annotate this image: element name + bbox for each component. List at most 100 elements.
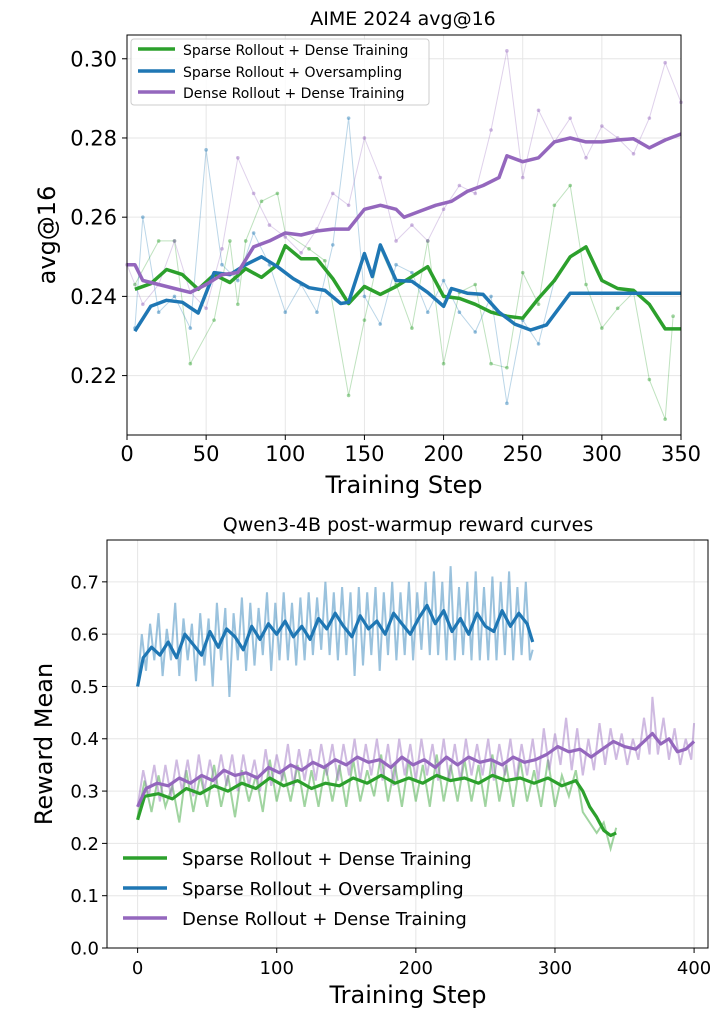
legend-entry-0: Sparse Rollout + Dense Training bbox=[182, 849, 472, 870]
x-axis-label: Training Step bbox=[329, 981, 487, 1009]
series-raw-point bbox=[275, 191, 280, 196]
series-raw-point bbox=[441, 278, 446, 283]
series-raw-point bbox=[584, 282, 588, 287]
series-raw-point bbox=[346, 393, 351, 398]
series-raw-point bbox=[473, 282, 478, 287]
y-tick-label: 0.28 bbox=[70, 127, 117, 151]
y-axis-label: Reward Mean bbox=[30, 663, 58, 825]
aime-avg16-chart: AIME 2024 avg@16 0 50 100 150 200 250 300 350 0… bbox=[33, 8, 701, 499]
series-raw-point bbox=[457, 183, 462, 188]
series-raw-point bbox=[671, 314, 675, 318]
x-axis-ticks: 0 100 200 300 400 bbox=[132, 948, 711, 979]
x-tick-label: 100 bbox=[260, 958, 294, 979]
series-raw-point bbox=[220, 247, 224, 251]
series-raw-point bbox=[425, 310, 430, 315]
y-tick-label: 0.24 bbox=[70, 285, 117, 309]
y-tick-label: 0.4 bbox=[70, 729, 99, 750]
x-tick-label: 300 bbox=[538, 958, 572, 979]
grid bbox=[107, 540, 708, 949]
smoothed-lines bbox=[136, 603, 696, 838]
series-raw-point bbox=[505, 49, 509, 53]
x-tick-label: 0 bbox=[120, 442, 133, 466]
series-raw-point bbox=[536, 108, 541, 113]
series-raw-point bbox=[425, 239, 430, 243]
x-tick-label: 50 bbox=[193, 442, 220, 466]
x-tick-label: 150 bbox=[344, 442, 384, 466]
series-raw-point bbox=[156, 310, 161, 315]
series-raw-point bbox=[330, 243, 335, 247]
series-raw-point bbox=[378, 175, 383, 180]
series-raw-point bbox=[473, 330, 478, 334]
x-tick-label: 350 bbox=[661, 442, 701, 466]
series-smoothed-line-0 bbox=[136, 773, 617, 838]
series-raw-line-2 bbox=[136, 696, 696, 807]
y-tick-label: 0.26 bbox=[70, 206, 117, 230]
raw-lines bbox=[125, 49, 683, 421]
series-raw-point bbox=[394, 262, 398, 267]
series-smoothed-line-2 bbox=[136, 731, 696, 808]
plot-frame bbox=[126, 34, 682, 436]
series-raw-point bbox=[615, 306, 620, 311]
series-raw-point bbox=[259, 199, 264, 204]
x-tick-label: 400 bbox=[677, 958, 711, 979]
series-raw-point bbox=[552, 203, 557, 208]
legend-entry-0: Sparse Rollout + Dense Training bbox=[183, 43, 408, 59]
series-raw-point bbox=[346, 203, 351, 208]
series-raw-point bbox=[172, 294, 177, 299]
series-raw-point bbox=[236, 278, 240, 283]
series-raw-point bbox=[228, 239, 232, 243]
legend-entry-2: Dense Rollout + Dense Training bbox=[182, 909, 467, 930]
x-tick-label: 300 bbox=[582, 442, 622, 466]
y-tick-label: 0.2 bbox=[70, 834, 99, 855]
series-raw-point bbox=[489, 128, 493, 132]
y-tick-label: 0.5 bbox=[70, 677, 99, 698]
series-raw-point bbox=[489, 361, 493, 366]
y-tick-label: 0.0 bbox=[70, 938, 99, 959]
y-tick-label: 0.3 bbox=[70, 782, 99, 803]
series-raw-point bbox=[141, 215, 145, 219]
series-raw-point bbox=[362, 318, 367, 322]
y-tick-label: 0.7 bbox=[70, 572, 99, 593]
y-tick-label: 0.1 bbox=[70, 886, 99, 907]
qwen-reward-chart: Qwen3-4B post-warmup reward curves 0 100 2… bbox=[30, 514, 711, 1009]
series-raw-point bbox=[663, 60, 667, 65]
series-raw-line-0 bbox=[136, 754, 618, 853]
y-axis-ticks: 0.0 0.1 0.2 0.3 0.4 0.5 0.6 0.7 bbox=[70, 572, 107, 959]
series-raw-point bbox=[663, 417, 667, 421]
series-raw-point bbox=[212, 318, 216, 322]
series-raw-point bbox=[410, 223, 414, 227]
series-raw-point bbox=[647, 116, 652, 120]
series-raw-point bbox=[156, 239, 161, 243]
series-raw-point bbox=[133, 282, 137, 287]
series-raw-point bbox=[600, 124, 604, 128]
series-raw-point bbox=[441, 207, 446, 212]
x-tick-label: 200 bbox=[399, 958, 433, 979]
legend-frame bbox=[130, 38, 430, 106]
series-raw-point bbox=[568, 116, 572, 120]
series-raw-point bbox=[346, 116, 351, 120]
series-raw-line-0 bbox=[134, 184, 674, 420]
series-raw-point bbox=[220, 262, 224, 267]
series-raw-point bbox=[283, 310, 288, 315]
series-raw-point bbox=[307, 247, 311, 251]
legend-entry-2: Dense Rollout + Dense Training bbox=[183, 86, 405, 102]
y-tick-label: 0.30 bbox=[70, 47, 117, 71]
series-raw-point bbox=[520, 270, 525, 275]
series-raw-point bbox=[394, 239, 398, 243]
y-tick-label: 0.6 bbox=[70, 625, 99, 646]
series-raw-point bbox=[267, 223, 272, 227]
x-tick-label: 250 bbox=[503, 442, 543, 466]
series-raw-point bbox=[236, 302, 240, 307]
chart-title: AIME 2024 avg@16 bbox=[310, 8, 496, 30]
series-raw-point bbox=[536, 302, 541, 307]
series-raw-point bbox=[568, 183, 572, 188]
series-raw-point bbox=[236, 155, 240, 160]
legend-entry-1: Sparse Rollout + Oversampling bbox=[182, 879, 464, 900]
series-raw-point bbox=[410, 270, 414, 275]
x-tick-label: 200 bbox=[424, 442, 464, 466]
series-smoothed-line-2 bbox=[127, 132, 682, 295]
series-raw-point bbox=[520, 175, 525, 180]
series-raw-point bbox=[489, 294, 493, 299]
series-raw-point bbox=[600, 326, 604, 330]
